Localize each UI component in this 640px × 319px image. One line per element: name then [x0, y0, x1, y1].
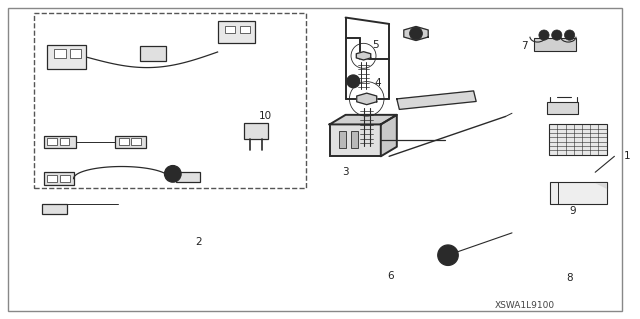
Circle shape [438, 245, 458, 265]
Bar [54, 49, 66, 58]
Bar [70, 49, 81, 58]
Polygon shape [595, 182, 607, 188]
Bar [60, 138, 69, 145]
Bar [549, 124, 607, 155]
Circle shape [347, 75, 360, 88]
Bar [47, 45, 86, 69]
Text: 7: 7 [522, 41, 528, 51]
Bar [115, 136, 146, 148]
Bar [34, 13, 306, 188]
Polygon shape [356, 93, 377, 105]
Circle shape [169, 170, 177, 178]
Bar [131, 138, 141, 145]
Bar [44, 136, 76, 148]
Text: 1: 1 [624, 151, 630, 161]
Text: 5: 5 [372, 40, 378, 50]
Bar [47, 138, 57, 145]
Circle shape [164, 166, 181, 182]
Bar [547, 102, 578, 114]
Text: 9: 9 [570, 205, 576, 216]
Polygon shape [330, 115, 397, 124]
Circle shape [539, 30, 549, 40]
Bar [240, 26, 250, 33]
Bar [218, 21, 255, 43]
Bar [176, 172, 200, 182]
Text: XSWA1L9100: XSWA1L9100 [495, 301, 555, 310]
Circle shape [552, 30, 562, 40]
Bar [351, 131, 358, 148]
Bar [330, 124, 381, 156]
Text: 2: 2 [195, 237, 202, 248]
Bar [550, 182, 607, 204]
Polygon shape [404, 26, 428, 41]
Text: 8: 8 [566, 272, 573, 283]
Polygon shape [381, 115, 397, 156]
Text: 10: 10 [259, 111, 272, 122]
Bar [42, 204, 67, 214]
Polygon shape [356, 52, 371, 60]
Bar [47, 175, 57, 182]
Bar [119, 138, 129, 145]
Bar [225, 26, 235, 33]
Circle shape [564, 30, 575, 40]
Bar [60, 175, 70, 182]
Text: 4: 4 [374, 78, 381, 88]
Bar [534, 38, 576, 51]
Circle shape [410, 27, 422, 40]
Bar [339, 131, 346, 148]
Bar [140, 46, 166, 61]
Text: 3: 3 [342, 167, 349, 177]
Bar [44, 172, 74, 185]
Bar [244, 123, 268, 139]
Polygon shape [397, 91, 476, 109]
Text: 6: 6 [387, 271, 394, 281]
